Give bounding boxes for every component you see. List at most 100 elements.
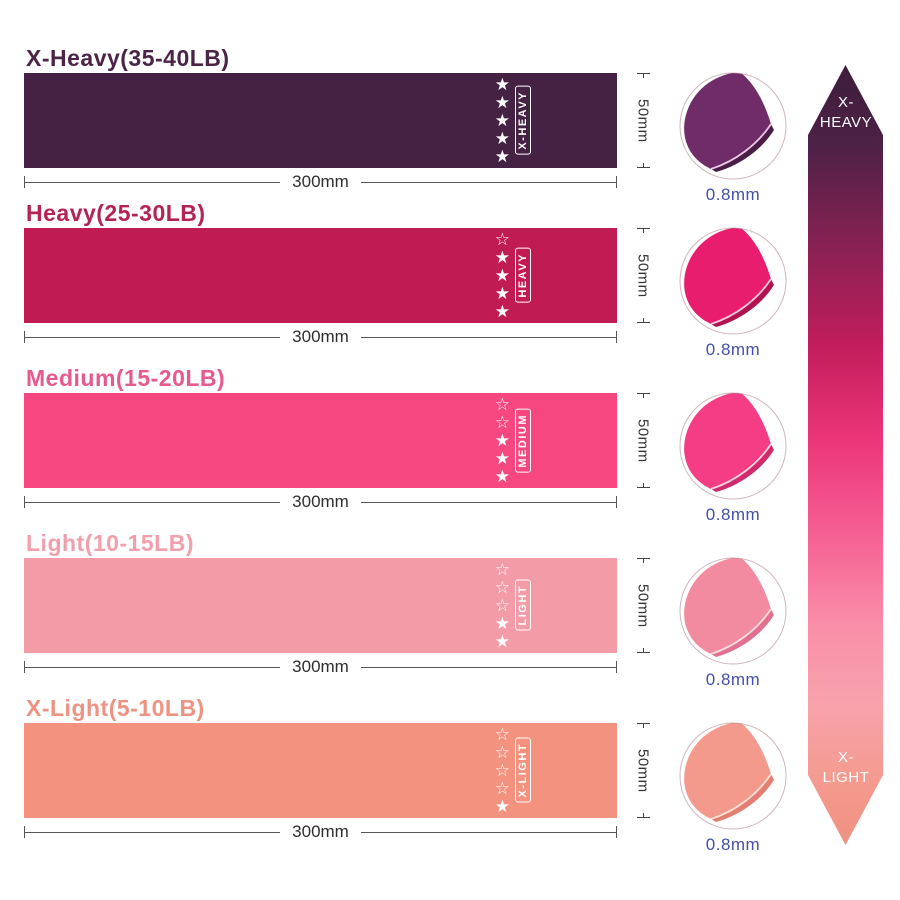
product-title: X-Light(5-10LB) bbox=[26, 695, 205, 721]
dimension-line bbox=[360, 501, 616, 503]
product-row: X-Heavy(35-40LB) ★ ★ ★ ★ ★ X-HEAVY 50mm 300m… bbox=[0, 45, 900, 210]
width-label: 50mm bbox=[634, 418, 652, 463]
band-label: X-HEAVY bbox=[515, 86, 531, 155]
folded-band-photo bbox=[679, 557, 787, 665]
band-swatch: ☆ ☆ ☆ ☆ ★ X-LIGHT bbox=[24, 723, 617, 818]
arrow-label-line: LIGHT bbox=[822, 769, 870, 786]
dimension-tick bbox=[24, 826, 25, 838]
dimension-line bbox=[25, 181, 281, 183]
strength-stars: ☆ ☆ ★ ★ ★ bbox=[494, 394, 510, 486]
star-filled-icon: ★ bbox=[494, 265, 510, 285]
width-label: 50mm bbox=[634, 253, 652, 298]
star-filled-icon: ★ bbox=[494, 796, 510, 816]
dimension-line bbox=[25, 831, 281, 833]
width-label: 50mm bbox=[634, 748, 652, 793]
thickness-label: 0.8mm bbox=[705, 670, 761, 689]
dimension-tick bbox=[636, 813, 650, 818]
star-outline-icon: ☆ bbox=[494, 577, 510, 597]
dimension-line bbox=[360, 666, 616, 668]
dimension-tick bbox=[616, 176, 617, 188]
star-outline-icon: ☆ bbox=[494, 724, 510, 744]
strength-stars: ☆ ☆ ☆ ☆ ★ bbox=[494, 724, 510, 816]
star-outline-icon: ☆ bbox=[494, 229, 510, 249]
thickness-photo bbox=[676, 556, 790, 666]
dimension-tick bbox=[636, 318, 650, 323]
width-dimension: 50mm bbox=[628, 723, 658, 818]
star-outline-icon: ☆ bbox=[494, 760, 510, 780]
star-outline-icon: ☆ bbox=[494, 595, 510, 615]
strength-stars: ★ ★ ★ ★ ★ bbox=[494, 74, 510, 166]
thickness-label: 0.8mm bbox=[705, 505, 761, 524]
dimension-tick bbox=[636, 163, 650, 168]
photo-circle-border bbox=[679, 392, 787, 500]
band-marking: ☆ ☆ ☆ ☆ ★ X-LIGHT bbox=[494, 724, 531, 816]
band-marking: ☆ ☆ ★ ★ ★ MEDIUM bbox=[494, 394, 531, 486]
star-outline-icon: ☆ bbox=[494, 412, 510, 432]
band-swatch: ☆ ☆ ☆ ★ ★ LIGHT bbox=[24, 558, 617, 653]
dimension-line bbox=[25, 501, 281, 503]
star-filled-icon: ★ bbox=[494, 301, 510, 321]
length-dimension: 300mm bbox=[24, 171, 617, 193]
star-outline-icon: ☆ bbox=[494, 559, 510, 579]
star-filled-icon: ★ bbox=[494, 466, 510, 486]
arrow-label-x-heavy: X- HEAVY bbox=[800, 93, 892, 133]
dimension-tick bbox=[616, 331, 617, 343]
dimension-tick bbox=[24, 176, 25, 188]
length-label: 300mm bbox=[292, 822, 349, 841]
folded-band-photo bbox=[679, 722, 787, 830]
thickness-label: 0.8mm bbox=[705, 340, 761, 359]
product-row: Medium(15-20LB) ☆ ☆ ★ ★ ★ MEDIUM 50mm 300mm bbox=[0, 365, 900, 530]
length-dimension: 300mm bbox=[24, 326, 617, 348]
band-marking: ★ ★ ★ ★ ★ X-HEAVY bbox=[494, 74, 531, 166]
star-outline-icon: ☆ bbox=[494, 394, 510, 414]
thickness-photo bbox=[676, 721, 790, 831]
width-dimension: 50mm bbox=[628, 228, 658, 323]
length-label: 300mm bbox=[292, 492, 349, 511]
star-filled-icon: ★ bbox=[494, 247, 510, 267]
star-filled-icon: ★ bbox=[494, 128, 510, 148]
product-title: Heavy(25-30LB) bbox=[26, 200, 206, 226]
photo-circle-border bbox=[679, 557, 787, 665]
length-label: 300mm bbox=[292, 172, 349, 191]
width-label: 50mm bbox=[634, 583, 652, 628]
dimension-line bbox=[25, 666, 281, 668]
product-row: Heavy(25-30LB) ☆ ★ ★ ★ ★ HEAVY 50mm 300mm bbox=[0, 200, 900, 365]
star-filled-icon: ★ bbox=[494, 631, 510, 651]
dimension-tick bbox=[636, 393, 650, 398]
star-filled-icon: ★ bbox=[494, 146, 510, 166]
star-filled-icon: ★ bbox=[494, 613, 510, 633]
photo-circle-border bbox=[679, 227, 787, 335]
band-swatch: ☆ ☆ ★ ★ ★ MEDIUM bbox=[24, 393, 617, 488]
band-label: X-LIGHT bbox=[515, 738, 531, 803]
band-marking: ☆ ☆ ☆ ★ ★ LIGHT bbox=[494, 559, 531, 651]
dimension-line bbox=[360, 831, 616, 833]
star-filled-icon: ★ bbox=[494, 74, 510, 94]
arrow-label-line: X- bbox=[838, 94, 854, 111]
star-filled-icon: ★ bbox=[494, 110, 510, 130]
dimension-line bbox=[360, 181, 616, 183]
dimension-tick bbox=[24, 331, 25, 343]
star-filled-icon: ★ bbox=[494, 430, 510, 450]
folded-band-photo bbox=[679, 392, 787, 500]
dimension-tick bbox=[24, 496, 25, 508]
star-filled-icon: ★ bbox=[494, 92, 510, 112]
dimension-tick bbox=[636, 73, 650, 78]
band-label: MEDIUM bbox=[515, 408, 531, 473]
star-outline-icon: ☆ bbox=[494, 742, 510, 762]
width-dimension: 50mm bbox=[628, 558, 658, 653]
band-label: HEAVY bbox=[515, 248, 531, 303]
folded-band-photo bbox=[679, 72, 787, 180]
length-dimension: 300mm bbox=[24, 491, 617, 513]
dimension-tick bbox=[636, 228, 650, 233]
length-label: 300mm bbox=[292, 657, 349, 676]
thickness-photo bbox=[676, 391, 790, 501]
product-title: Medium(15-20LB) bbox=[26, 365, 226, 391]
band-swatch: ☆ ★ ★ ★ ★ HEAVY bbox=[24, 228, 617, 323]
dimension-tick bbox=[24, 661, 25, 673]
dimension-tick bbox=[616, 826, 617, 838]
width-dimension: 50mm bbox=[628, 73, 658, 168]
photo-circle-border bbox=[679, 722, 787, 830]
photo-circle-border bbox=[679, 72, 787, 180]
dimension-tick bbox=[616, 661, 617, 673]
